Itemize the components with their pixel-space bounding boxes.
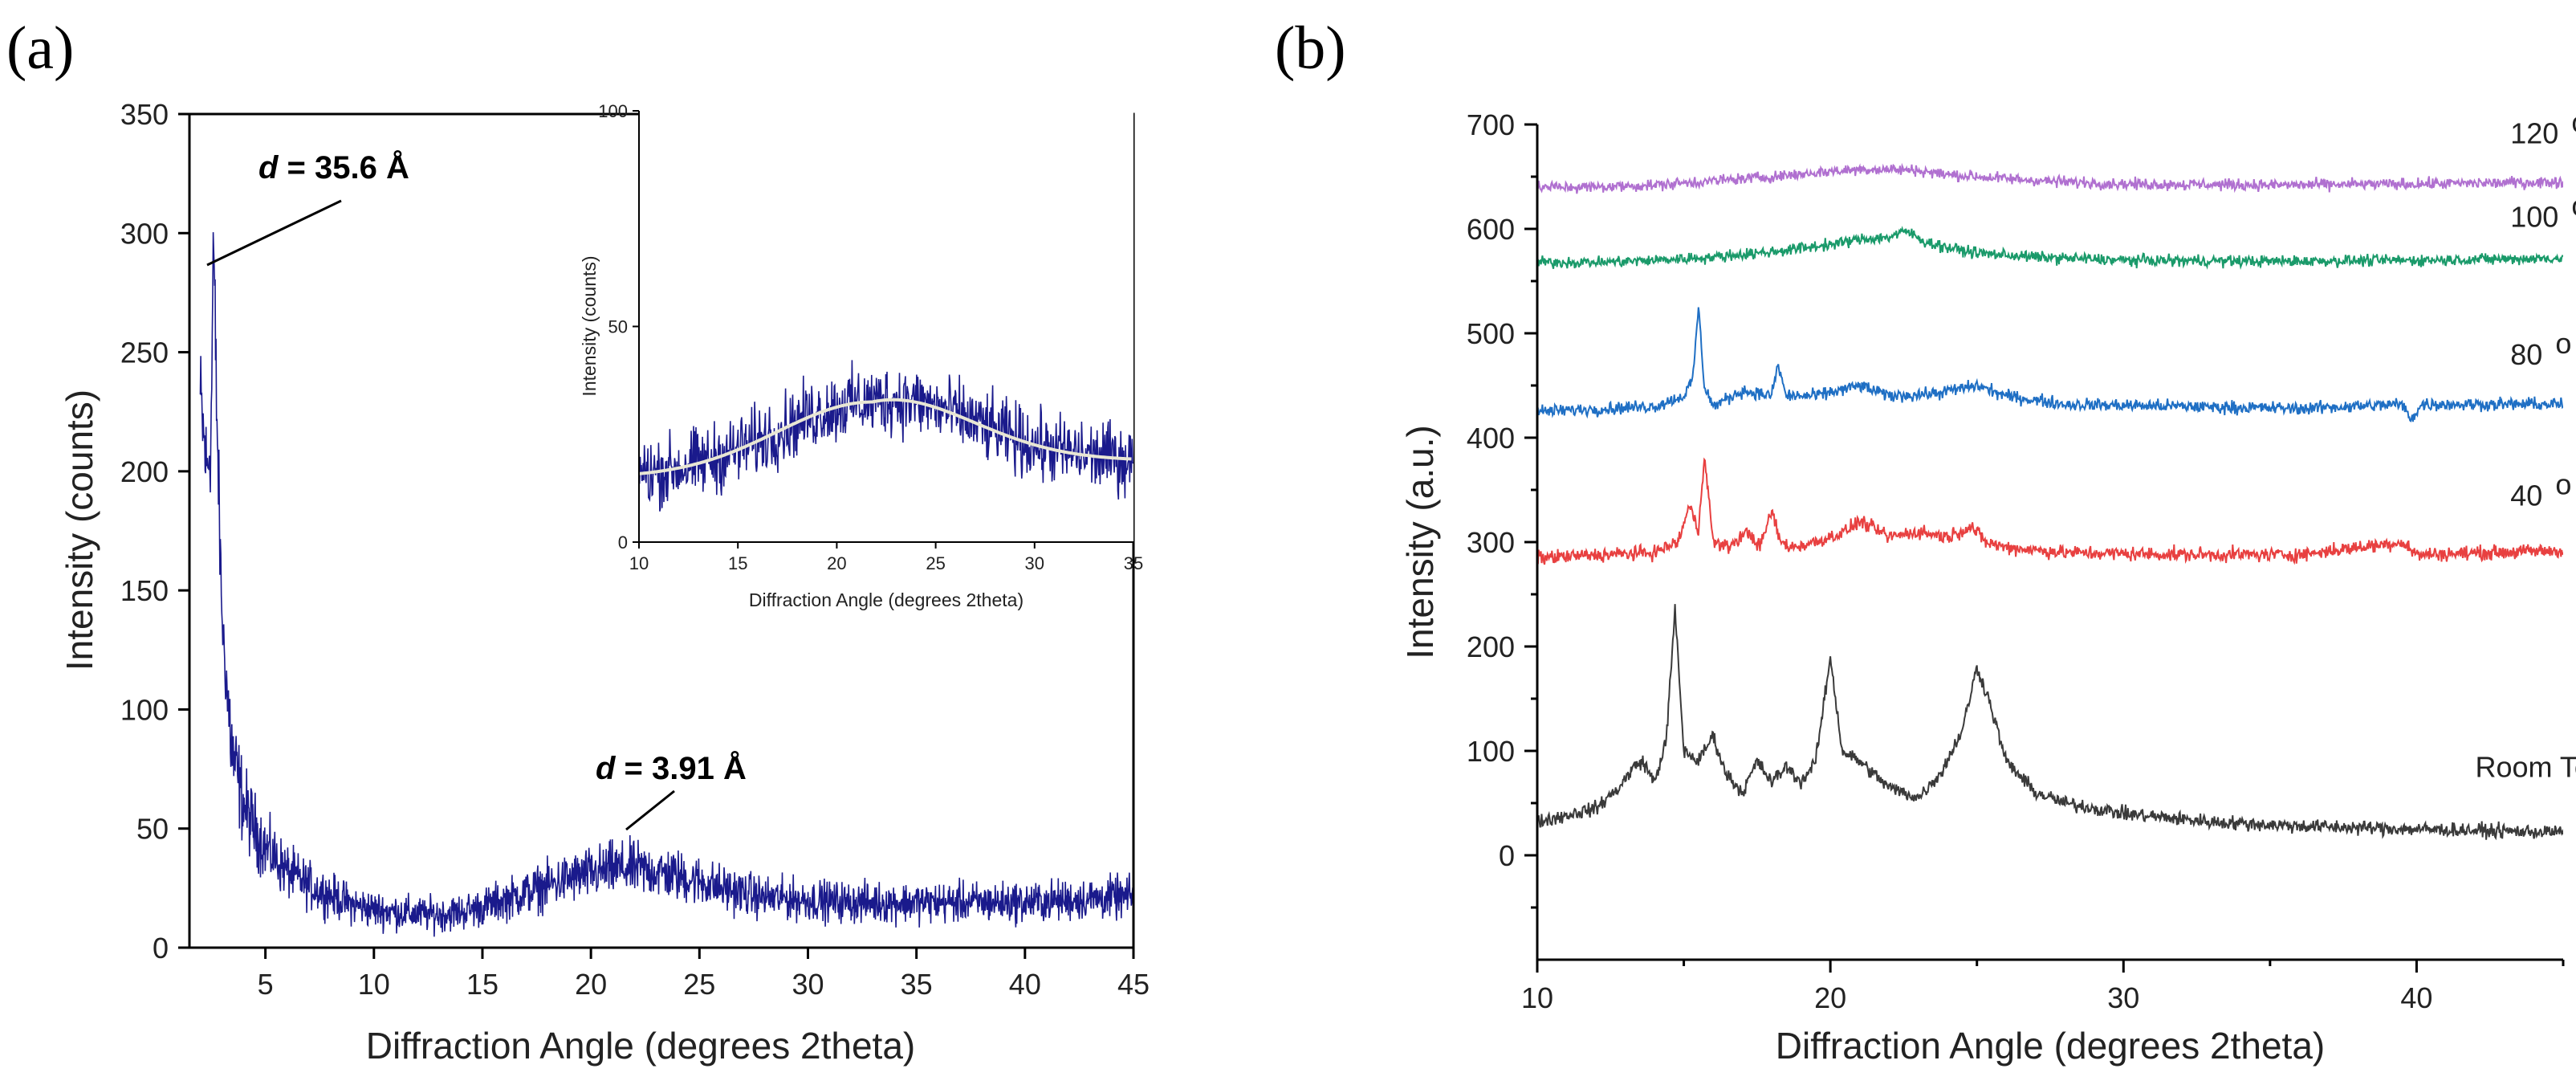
panel-a-y-tick-label: 100: [120, 693, 169, 726]
panel-a-series-line: [199, 232, 1133, 937]
panel-a-y-tick-label: 0: [153, 932, 169, 965]
panel-a-x-tick-label: 30: [792, 968, 824, 1001]
panel-a-annotation-leader: [625, 789, 675, 831]
inset-x-tick-label: 30: [1025, 553, 1044, 573]
panel-a-plot-area: [199, 232, 1133, 937]
inset-y-axis-label: Intensity (counts): [579, 255, 600, 396]
panel-b-y-tick-label: 400: [1467, 422, 1515, 455]
panel-a-y-tick-label: 350: [120, 98, 169, 131]
panel-a-annotation-text: d = 35.6 Å: [258, 149, 409, 186]
panel-b-y-tick-label: 500: [1467, 317, 1515, 350]
panel-a-y-tick-label: 300: [120, 217, 169, 250]
panel-b-series-label: 120oC: [2510, 105, 2576, 149]
panel-b-series-line: [1537, 226, 2563, 271]
panel-a-label: (a): [6, 14, 74, 82]
panel-a-x-tick-label: 45: [1117, 968, 1150, 1001]
panel-a-x-tick-label: 40: [1009, 968, 1041, 1001]
inset-x-tick-label: 35: [1124, 553, 1143, 573]
panel-b-label: (b): [1275, 14, 1346, 82]
panel-b-x-tick-label: 30: [2107, 981, 2139, 1014]
panel-a-y-tick-label: 150: [120, 574, 169, 607]
panel-b-y-axis-label: Intensity (a.u.): [1399, 425, 1441, 659]
inset-ticks: 10 15 20 25 30 35 0 50 100: [598, 101, 1143, 573]
inset-x-axis-label: Diffraction Angle (degrees 2theta): [749, 589, 1023, 610]
panel-a-x-tick-label: 35: [901, 968, 933, 1001]
panel-b-series-line: [1537, 604, 2563, 841]
panel-b-series-label: 100oC: [2510, 189, 2576, 233]
panel-a-y-tick-label: 50: [136, 813, 169, 846]
panel-a-x-tick-label: 25: [683, 968, 715, 1001]
panel-a-y-axis-label: Intensity (counts): [59, 390, 100, 671]
panel-b-y-tick-label: 200: [1467, 630, 1515, 663]
panel-a-annotation-text: d = 3.91 Å: [596, 750, 747, 786]
panel-a-x-tick-label: 10: [358, 968, 390, 1001]
panel-b-y-tick-label: 700: [1467, 108, 1515, 141]
inset-x-tick-label: 10: [629, 553, 649, 573]
panel-b-series-line: [1537, 307, 2563, 422]
inset-background: [639, 111, 1133, 542]
inset-series-line: [639, 360, 1133, 512]
panel-b-series-label: 40oC: [2510, 468, 2576, 512]
panel-a-x-tick-label: 20: [575, 968, 607, 1001]
inset-y-tick-label: 50: [608, 317, 628, 337]
panel-a-x-tick-label: 15: [466, 968, 499, 1001]
panel-b-x-axis-label: Diffraction Angle (degrees 2theta): [1776, 1025, 2325, 1067]
panel-b-y-tick-label: 0: [1499, 839, 1515, 872]
panel-a-annotation-leader: [206, 199, 342, 267]
panel-a-y-tick-label: 200: [120, 455, 169, 488]
panel-b-series-labels: Room Temperature 40oC 80oC 100oC 120oC: [2475, 105, 2576, 783]
panel-b-y-tick-label: 600: [1467, 213, 1515, 246]
panel-a-inset: 10 15 20 25 30 35 0 50 100 Diffraction Angle (de…: [579, 101, 1143, 610]
panel-a-x-tick-label: 5: [258, 968, 274, 1001]
panel-b-x-tick-label: 40: [2400, 981, 2432, 1014]
inset-plot-area: [638, 360, 1133, 512]
panel-b-x-tick-label: 20: [1814, 981, 1846, 1014]
inset-x-tick-label: 20: [827, 553, 846, 573]
inset-x-tick-label: 25: [926, 553, 945, 573]
panel-b-y-tick-label: 300: [1467, 526, 1515, 559]
panel-b-y-tick-label: 100: [1467, 735, 1515, 768]
inset-y-tick-label: 100: [598, 101, 628, 121]
inset-x-tick-label: 15: [728, 553, 747, 573]
panel-b-series-label: 80oC: [2510, 327, 2576, 371]
inset-y-tick-label: 0: [618, 532, 628, 553]
panel-b-x-tick-label: 10: [1521, 981, 1553, 1014]
panel-b-series-label: Room Temperature: [2475, 751, 2576, 784]
panel-a-annotations: d = 35.6 Å d = 3.91 Å: [206, 149, 747, 831]
inset-fit-curve: [638, 398, 1132, 475]
panel-b-plot-area: [1537, 162, 2563, 841]
panel-a-x-axis-label: Diffraction Angle (degrees 2theta): [366, 1025, 915, 1067]
panel-b-series-line: [1537, 457, 2563, 565]
panel-b-series-line: [1537, 162, 2563, 194]
panel-a-y-tick-label: 250: [120, 336, 169, 369]
